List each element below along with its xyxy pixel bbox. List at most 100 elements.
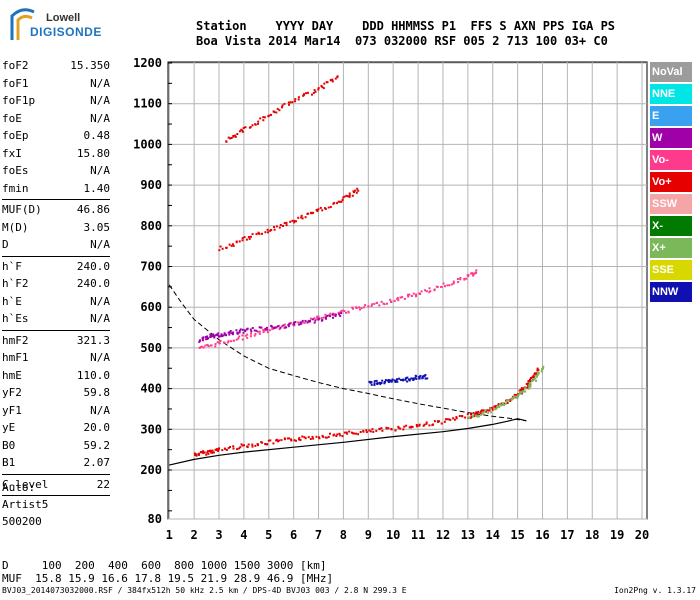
x-tick-label: 3 bbox=[215, 528, 222, 542]
echo-point bbox=[266, 228, 269, 231]
param-value: 59.2 bbox=[83, 438, 111, 452]
echo-point bbox=[246, 336, 249, 339]
echo-point bbox=[264, 443, 267, 445]
echo-point bbox=[298, 323, 301, 326]
echo-point bbox=[390, 428, 393, 431]
param-name: fxI bbox=[2, 146, 22, 160]
echo-point bbox=[202, 336, 205, 339]
echo-point bbox=[239, 328, 242, 331]
echo-point bbox=[292, 321, 295, 324]
echo-point bbox=[316, 315, 319, 318]
param-name: fmin bbox=[2, 181, 29, 195]
echo-point bbox=[218, 249, 221, 252]
echo-point bbox=[245, 238, 248, 241]
echo-point bbox=[254, 444, 257, 447]
echo-point bbox=[322, 87, 325, 90]
echo-point bbox=[406, 380, 409, 383]
echo-point bbox=[527, 387, 530, 390]
y-tick-label: 400 bbox=[140, 382, 162, 396]
echo-point bbox=[476, 415, 478, 418]
echo-point bbox=[507, 399, 510, 402]
echo-point bbox=[436, 420, 439, 423]
echo-point bbox=[290, 439, 293, 442]
echo-point bbox=[380, 300, 383, 303]
echo-point bbox=[350, 431, 353, 434]
param-name: foF1 bbox=[2, 76, 29, 90]
echo-point bbox=[423, 423, 426, 426]
echo-point bbox=[275, 225, 278, 228]
echo-point bbox=[313, 317, 316, 320]
echo-point bbox=[452, 280, 455, 283]
echo-point bbox=[424, 289, 426, 292]
echo-point bbox=[304, 319, 307, 322]
echo-point bbox=[273, 228, 276, 231]
echo-point bbox=[357, 189, 360, 192]
echo-point bbox=[267, 439, 270, 442]
echo-point bbox=[270, 113, 272, 116]
electron-density-profile bbox=[169, 418, 527, 466]
echo-point bbox=[327, 435, 330, 438]
echo-point bbox=[345, 311, 348, 314]
echo-point bbox=[375, 429, 378, 432]
echo-point bbox=[224, 447, 227, 450]
x-tick-label: 13 bbox=[461, 528, 475, 542]
echo-point bbox=[273, 111, 276, 114]
echo-point bbox=[348, 430, 351, 433]
echo-point bbox=[318, 437, 321, 440]
echo-point bbox=[202, 346, 205, 349]
echo-point bbox=[418, 423, 421, 426]
electron-density-profile-dashed bbox=[168, 284, 527, 422]
echo-point bbox=[401, 296, 404, 299]
echo-point bbox=[211, 451, 214, 454]
echo-point bbox=[375, 301, 378, 304]
echo-point bbox=[456, 278, 459, 280]
echo-point bbox=[512, 396, 515, 399]
echo-point bbox=[293, 439, 296, 442]
echo-point bbox=[288, 322, 291, 325]
param-name: yF1 bbox=[2, 403, 22, 417]
echo-point bbox=[396, 380, 399, 383]
echo-point bbox=[264, 327, 267, 330]
echo-point bbox=[449, 418, 452, 421]
echo-point bbox=[301, 321, 304, 324]
echo-point bbox=[260, 441, 263, 444]
echo-point bbox=[370, 304, 373, 307]
param-row: yF2 59.8 bbox=[2, 384, 110, 402]
echo-point bbox=[536, 367, 539, 370]
echo-point bbox=[288, 103, 290, 106]
echo-point bbox=[232, 447, 235, 450]
echo-point bbox=[333, 313, 336, 316]
echo-point bbox=[412, 378, 415, 381]
echo-point bbox=[396, 378, 398, 381]
echo-point bbox=[232, 445, 235, 448]
echo-point bbox=[285, 326, 288, 329]
logo-digisonde: DIGISONDE bbox=[30, 25, 102, 39]
echo-point bbox=[433, 420, 436, 423]
echo-point bbox=[372, 430, 375, 433]
param-row: hmF1 N/A bbox=[2, 349, 110, 367]
echo-point bbox=[238, 447, 241, 450]
param-name: foEs bbox=[2, 164, 29, 177]
echo-point bbox=[418, 377, 421, 380]
echo-point bbox=[209, 333, 212, 336]
echo-point bbox=[275, 111, 278, 114]
param-value: 15.80 bbox=[76, 146, 110, 160]
echo-point bbox=[535, 379, 538, 382]
echo-point bbox=[470, 413, 472, 416]
echo-point bbox=[420, 290, 423, 293]
echo-point bbox=[289, 101, 292, 104]
echo-point bbox=[265, 326, 268, 329]
echo-point bbox=[266, 328, 269, 331]
echo-point bbox=[410, 377, 413, 380]
echo-point bbox=[246, 333, 249, 336]
echo-point bbox=[241, 239, 244, 242]
echo-point bbox=[446, 284, 449, 287]
echo-point bbox=[336, 202, 338, 205]
echo-point bbox=[415, 377, 418, 380]
echo-point bbox=[362, 430, 365, 433]
echo-point bbox=[311, 435, 314, 438]
echo-point bbox=[359, 431, 362, 433]
param-value: 59.8 bbox=[83, 386, 111, 399]
param-row: yE 20.0 bbox=[2, 419, 110, 437]
echo-point bbox=[473, 413, 476, 415]
